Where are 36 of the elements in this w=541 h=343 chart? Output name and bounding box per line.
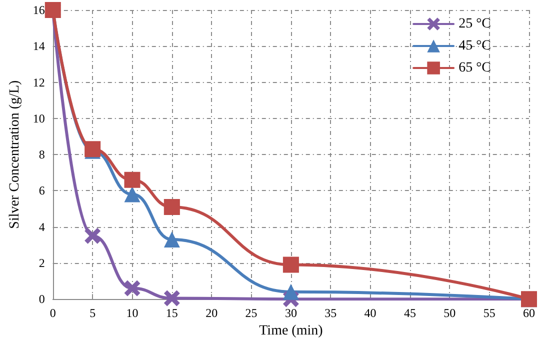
x-tick-label: 45 bbox=[404, 306, 416, 320]
x-tick-label: 5 bbox=[90, 306, 96, 320]
point bbox=[124, 280, 140, 296]
x-tick-label: 50 bbox=[444, 306, 456, 320]
y-axis-title: Silver Concentration (g/L) bbox=[8, 80, 22, 229]
legend-label: 65 °C bbox=[458, 60, 491, 76]
x-axis-title: Time (min) bbox=[259, 324, 324, 338]
x-tick-label: 25 bbox=[245, 306, 258, 320]
y-tick-label: 6 bbox=[38, 184, 45, 198]
x-tick-label: 15 bbox=[166, 306, 178, 320]
legend-label: 45 °C bbox=[458, 38, 491, 54]
y-tick-label: 14 bbox=[32, 39, 45, 54]
point bbox=[282, 256, 299, 273]
y-tick-label: 8 bbox=[38, 148, 45, 162]
x-tick-label: 0 bbox=[50, 306, 56, 320]
y-tick-label: 10 bbox=[32, 111, 45, 126]
x-tick-label: 35 bbox=[324, 306, 337, 320]
x-tick-label: 10 bbox=[126, 306, 138, 320]
point bbox=[164, 231, 180, 248]
point bbox=[124, 172, 140, 188]
y-tick-label: 4 bbox=[38, 220, 45, 234]
x-tick-label: 40 bbox=[364, 306, 376, 320]
point bbox=[164, 290, 180, 306]
y-tick-label: 0 bbox=[38, 292, 45, 306]
x-tick-label: 60 bbox=[523, 306, 535, 320]
y-tick-label: 12 bbox=[32, 75, 45, 90]
legend-label: 25 °C bbox=[458, 16, 491, 32]
y-tick-label: 2 bbox=[38, 256, 45, 270]
point bbox=[84, 228, 101, 244]
y-tick-label: 16 bbox=[32, 3, 45, 17]
point bbox=[282, 284, 299, 300]
point bbox=[164, 198, 180, 215]
point bbox=[124, 186, 140, 202]
x-tick-label: 30 bbox=[284, 306, 297, 320]
x-tick-label: 20 bbox=[206, 306, 218, 320]
x-tick-label: 55 bbox=[483, 306, 496, 320]
